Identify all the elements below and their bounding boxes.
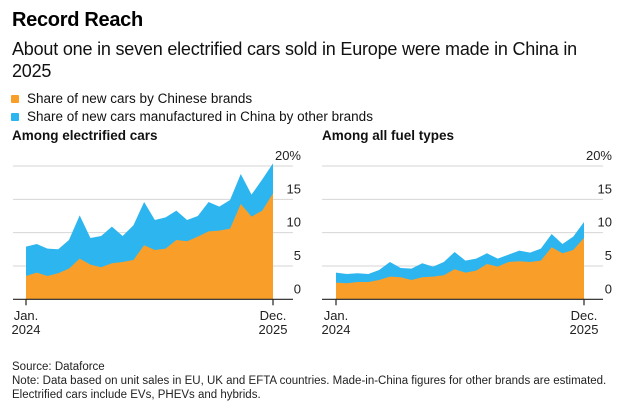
chart-subtitle: About one in seven electrified cars sold… [12, 39, 577, 81]
y-tick-label-all-fuel: 20% [586, 148, 612, 163]
legend-label: Share of new cars by Chinese brands [27, 91, 253, 106]
y-tick-label-electrified: 5 [294, 248, 301, 263]
y-tick-label-all-fuel: 15 [598, 181, 612, 196]
x-tick-label-electrified: 2024 [12, 322, 41, 337]
x-tick-label-all-fuel: 2024 [322, 322, 351, 337]
y-tick-label-all-fuel: 5 [605, 248, 612, 263]
panel-title-electrified: Among electrified cars [12, 128, 158, 143]
y-tick-label-electrified: 20% [275, 148, 301, 163]
legend: Share of new cars by Chinese brands Shar… [11, 90, 373, 126]
x-tick-label-electrified: 2025 [259, 322, 288, 337]
x-tick-label-electrified: Jan. [14, 308, 39, 323]
legend-item-other-brands: Share of new cars manufactured in China … [11, 108, 373, 126]
source-text: Source: Dataforce [12, 361, 105, 373]
chart-title: Record Reach [12, 9, 143, 31]
panel-title-all-fuel: Among all fuel types [322, 128, 455, 143]
y-tick-label-electrified: 15 [287, 181, 301, 196]
y-tick-label-electrified: 0 [294, 281, 301, 296]
legend-label: Share of new cars manufactured in China … [27, 109, 373, 124]
area-chinese-brands-all-fuel [336, 237, 584, 300]
footer: Source: Dataforce Note: Data based on un… [12, 360, 612, 402]
area-chinese-brands-electrified [26, 193, 273, 300]
y-tick-label-all-fuel: 10 [598, 215, 612, 230]
x-tick-label-all-fuel: Dec. [571, 308, 598, 323]
x-tick-label-all-fuel: 2025 [570, 322, 599, 337]
legend-swatch-blue [11, 113, 19, 121]
y-tick-label-electrified: 10 [287, 215, 301, 230]
note-text: Note: Data based on unit sales in EU, UK… [12, 375, 607, 401]
legend-item-chinese-brands: Share of new cars by Chinese brands [11, 90, 373, 108]
y-tick-label-all-fuel: 0 [605, 281, 612, 296]
x-tick-label-electrified: Dec. [260, 308, 287, 323]
x-tick-label-all-fuel: Jan. [324, 308, 349, 323]
legend-swatch-orange [11, 95, 19, 103]
